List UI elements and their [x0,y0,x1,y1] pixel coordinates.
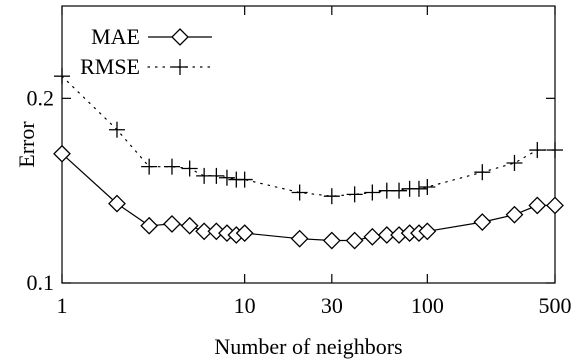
rmse-point [291,184,308,201]
rmse-point [474,164,491,181]
x-tick-label: 500 [539,293,572,318]
y-tick-label: 0.1 [27,270,55,295]
mae-point [528,196,547,215]
mae-point [53,144,71,163]
x-tick-label: 1 [57,293,68,318]
mae-point [377,226,396,244]
rmse-point [391,182,408,199]
rmse-point [181,160,198,177]
legend-label-mae: MAE [91,24,140,49]
mae-point [195,222,214,241]
x-tick-label: 100 [411,293,444,318]
mae-point [345,231,364,250]
mae-point [418,222,437,241]
rmse-point [108,121,125,138]
ticks-layer: 1 10 30 100 500 0.1 0.2 [27,6,572,318]
mae-point [473,213,492,231]
rmse-point [323,188,340,205]
rmse-point [54,68,70,85]
rmse-point [346,186,363,203]
mae-point [108,194,126,213]
mae-point [140,216,159,235]
rmse-point [141,158,158,175]
mae-point [363,227,382,246]
mae-point [322,231,341,250]
legend-marker-rmse [172,59,188,75]
legend-marker-mae [171,28,189,46]
rmse-point [547,142,563,159]
rmse-point [236,171,253,188]
series-layer [53,68,564,250]
mae-point [505,205,524,224]
rmse-series-line [61,75,556,197]
rmse-point [364,184,381,201]
y-axis-label: Error [14,121,39,168]
x-tick-label: 10 [234,293,256,318]
rmse-point [419,178,436,195]
rmse-point [218,169,235,186]
rmse-point [163,158,180,175]
mae-point [180,216,199,235]
x-axis-label: Number of neighbors [214,334,402,359]
legend: MAE RMSE [80,24,213,79]
x-tick-label: 30 [321,293,343,318]
rmse-point [529,142,546,159]
mae-point [235,224,254,243]
rmse-point [410,180,427,197]
mae-point [546,196,564,215]
rmse-point [208,167,225,184]
legend-label-rmse: RMSE [80,54,140,79]
rmse-point [506,154,523,171]
y-tick-label: 0.2 [27,85,55,110]
mae-point [290,229,309,248]
mae-point [163,214,181,233]
